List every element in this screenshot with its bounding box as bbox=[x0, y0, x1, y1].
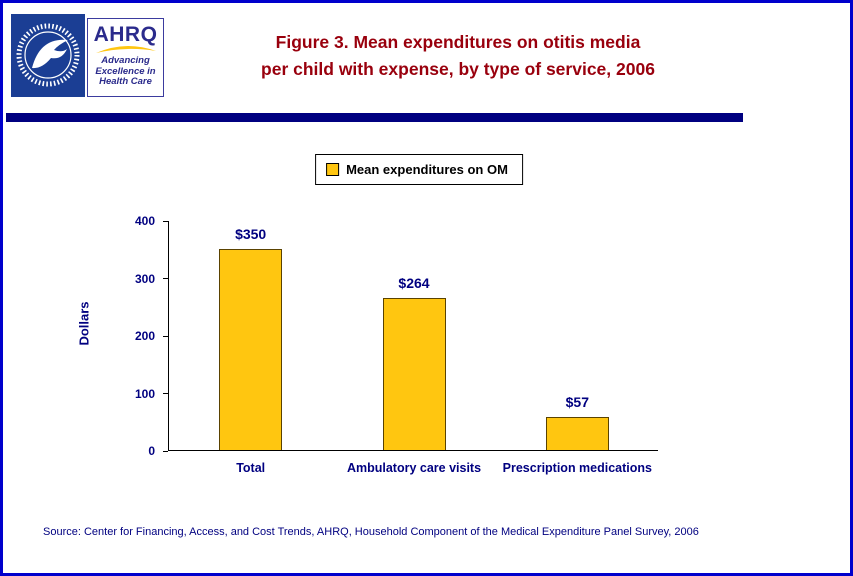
figure-title-line1: Figure 3. Mean expenditures on otitis me… bbox=[275, 32, 641, 52]
bar-ambulatory-care-visits bbox=[382, 298, 446, 450]
y-tick-label: 100 bbox=[134, 386, 155, 401]
bar-value-label: $264 bbox=[398, 275, 430, 291]
y-tick-mark bbox=[163, 450, 168, 452]
y-tick-mark bbox=[163, 335, 168, 337]
legend-swatch-icon bbox=[326, 163, 340, 176]
y-tick-mark bbox=[163, 393, 168, 394]
legend-label: Mean expenditures on OM bbox=[346, 162, 508, 177]
x-category-label: Total bbox=[236, 461, 266, 475]
y-tick-label: 400 bbox=[134, 214, 155, 228]
y-tick-mark bbox=[163, 220, 168, 222]
ahrq-tagline-line3: Health Care bbox=[99, 76, 152, 87]
bar-prescription-medications bbox=[545, 417, 609, 450]
ahrq-acronym: AHRQ bbox=[93, 23, 158, 46]
bar-value-label: $350 bbox=[235, 226, 267, 242]
ahrq-tagline-line1: Advancing bbox=[101, 55, 150, 66]
ahrq-swoosh-icon bbox=[95, 45, 156, 53]
figure-title-line2: per child with expense, by type of servi… bbox=[261, 59, 655, 79]
x-category-label: Prescription medications bbox=[502, 461, 652, 475]
y-tick-mark bbox=[163, 278, 168, 279]
bar-value-label: $57 bbox=[565, 394, 589, 410]
y-axis-title: Dollars bbox=[76, 301, 92, 346]
y-tick-label: 300 bbox=[134, 271, 155, 286]
x-category-label: Ambulatory care visits bbox=[346, 461, 482, 475]
source-note: Source: Center for Financing, Access, an… bbox=[43, 526, 699, 538]
y-axis-ticks: 0 100 200 300 400 bbox=[121, 214, 161, 458]
hhs-seal-icon bbox=[11, 14, 85, 97]
chart-legend: Mean expenditures on OM bbox=[315, 154, 523, 185]
figure-title: Figure 3. Mean expenditures on otitis me… bbox=[178, 29, 738, 83]
y-tick-label: 0 bbox=[148, 444, 155, 458]
y-tick-label: 200 bbox=[134, 329, 155, 343]
bar-total bbox=[219, 249, 283, 450]
ahrq-logo: AHRQ Advancing Excellence in Health Care bbox=[87, 18, 164, 97]
plot-area: $350 Total $264 Ambulatory care visits $57 Pr… bbox=[163, 220, 658, 475]
ahrq-tagline-line2: Excellence in bbox=[95, 65, 156, 77]
header-divider bbox=[6, 113, 743, 122]
